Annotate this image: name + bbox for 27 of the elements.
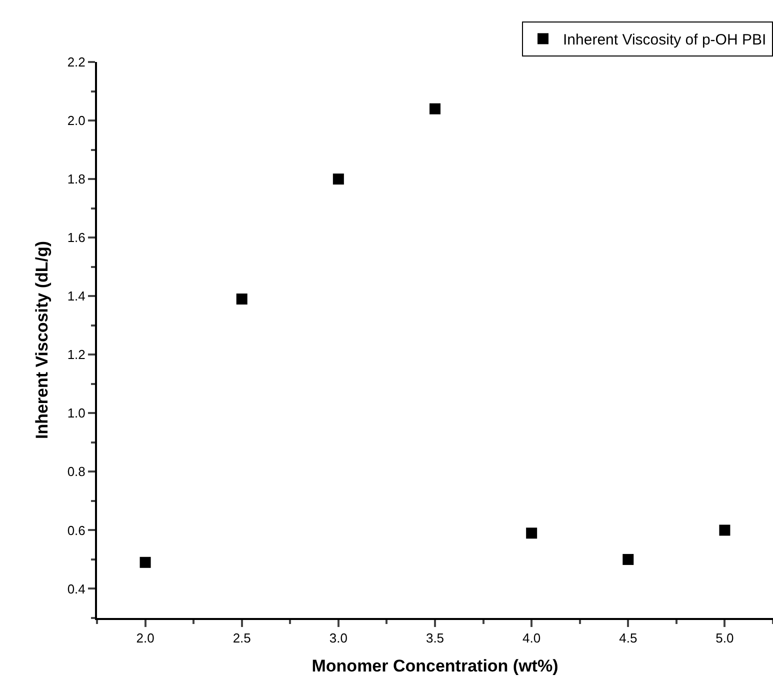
x-tick-label: 4.0 (522, 630, 541, 646)
x-tick-label: 2.0 (136, 630, 154, 646)
y-axis-title: Inherent Viscosity (dL/g) (32, 240, 52, 440)
point (140, 556, 151, 568)
y-tick-label: 1.0 (67, 406, 86, 421)
point (719, 524, 730, 536)
x-tick-label: 3.5 (426, 630, 444, 646)
y-tick-label: 2.2 (67, 54, 86, 70)
x-tick-label: 3.0 (329, 630, 348, 646)
y-tick-label: 1.2 (67, 347, 86, 362)
legend-label: Inherent Viscosity of p-OH PBI (563, 32, 766, 49)
y-tick-label: 0.6 (67, 522, 86, 538)
x-tick-label: 4.5 (619, 630, 638, 646)
point (332, 174, 344, 185)
y-tick-label: 1.4 (67, 288, 86, 304)
x-axis-title: Monomer Concentration (wt%) (312, 656, 558, 676)
y-tick-label: 0.8 (67, 464, 86, 480)
x-tick-label: 5.0 (716, 630, 734, 646)
point (236, 294, 248, 305)
y-tick-label: 1.8 (67, 172, 86, 187)
point (622, 554, 634, 565)
y-tick-label: 0.4 (67, 581, 86, 596)
y-tick-label: 2.0 (67, 113, 86, 128)
point (526, 528, 538, 539)
point (430, 103, 440, 114)
x-tick-label: 2.5 (232, 630, 251, 646)
y-tick-label: 1.6 (67, 230, 86, 246)
